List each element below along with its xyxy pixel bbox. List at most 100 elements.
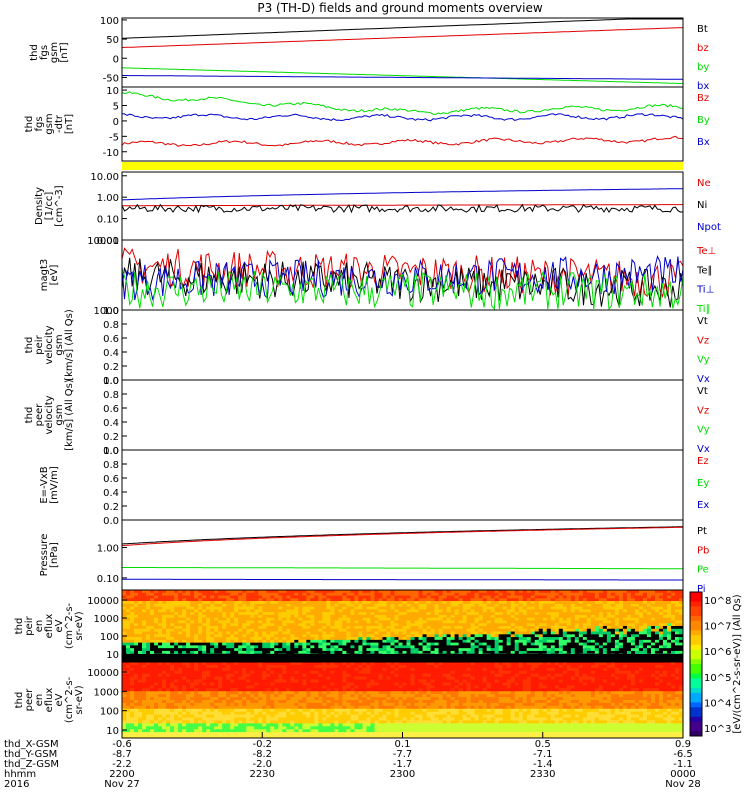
colorbar-tick-label: 10^4 <box>704 698 731 709</box>
y-axis-label-line: sr-eV) <box>74 685 85 714</box>
x-row-value: -2.0 <box>252 759 272 770</box>
legend-item: Bz <box>697 93 709 104</box>
y-axis-label-line: thd <box>24 116 35 133</box>
y-axis-label-line: [nPa] <box>49 542 60 568</box>
y-axis-label-line: magt3 <box>39 259 50 292</box>
y-axis-label-line: [eV] <box>49 265 60 286</box>
x-row-value: 2300 <box>390 769 415 780</box>
legend-item: by <box>697 62 709 73</box>
y-tick-label: 0.10 <box>97 574 119 585</box>
y-tick-label: 10 <box>106 86 119 97</box>
legend-item: Te⊥ <box>696 246 716 257</box>
y-tick-label: 0.6 <box>103 404 119 415</box>
colorbar-tick-label: 10^7 <box>704 622 731 633</box>
panel-peir-velocity: 1.0 0.8 0.6 0.4 0.2 0.0 thd peir velocity gsm [km/… <box>24 306 710 387</box>
x-row-value: Nov 27 <box>104 779 139 790</box>
y-tick-label: 0 <box>113 117 119 128</box>
y-axis-label-line: (cm^2-s- <box>64 602 75 649</box>
legend-item: Pi <box>697 584 706 595</box>
colorbar-swatch <box>690 731 702 737</box>
x-row-value: -6.5 <box>673 749 693 760</box>
x-row-value: Nov 28 <box>665 779 700 790</box>
y-axis-label-line: (cm^2-s- <box>64 676 75 723</box>
colorbar-swatch <box>690 668 702 675</box>
y-tick-label: 1000 <box>94 687 119 698</box>
legend-item: Ex <box>697 500 709 511</box>
y-axis-label-line: E=-VxB <box>39 466 50 503</box>
y-tick-label: 0.4 <box>103 348 119 359</box>
x-row-value: 2330 <box>530 769 555 780</box>
y-axis-label-line: sr-eV) <box>74 611 85 640</box>
y-axis-label-line: en <box>34 694 45 707</box>
spectrogram-peir-eflux <box>122 590 684 663</box>
spectrogram-peer-eflux <box>122 662 684 739</box>
legend: Bz By Bx <box>697 93 710 148</box>
panel-pressure: 1.00 0.10 Pressure [nPa] Pt Pb Pe Pi <box>39 519 709 595</box>
y-axis-label: thd fgs gsm -dtr [nT] <box>24 113 75 134</box>
x-row-value: 0.9 <box>675 739 691 750</box>
y-axis-label: thd fgs gsm [nT] <box>29 42 70 63</box>
colorbar-swatch <box>690 673 702 679</box>
series-line-Npot <box>121 188 683 201</box>
y-tick-label: 10000 <box>87 596 119 607</box>
colorbar-swatch <box>690 664 702 670</box>
colorbar-swatch <box>690 596 702 603</box>
chart-title: P3 (TH-D) fields and ground moments over… <box>257 1 542 15</box>
colorbar-swatch <box>690 712 702 718</box>
y-tick-label: 1.0 <box>103 446 119 457</box>
y-tick-label: 1.00 <box>97 543 119 554</box>
colorbar-tick-label: 10^3 <box>704 724 731 735</box>
colorbar-swatch <box>690 721 702 727</box>
legend-item: Vy <box>697 425 710 436</box>
y-axis-label-line: gsm <box>54 404 65 425</box>
y-axis-label: thd peer en eflux eV (cm^2-s-sr-eV) <box>14 676 85 723</box>
panel-efield: 1.0 0.8 0.6 0.4 0.2 0.0 E=-VxB [mV/m] Ez Ey Ex <box>39 446 709 527</box>
y-tick-label: 0.4 <box>103 488 119 499</box>
x-row-value: -1.7 <box>393 759 413 770</box>
y-tick-label: 1000 <box>94 614 119 625</box>
colorbar-swatch <box>690 654 702 660</box>
y-axis-label: thd peir en eflux eV (cm^2-s-sr-eV) <box>14 602 85 649</box>
legend: Te⊥ Te∥ Ti⊥ Ti∥ <box>696 246 716 315</box>
x-row-label: thd_Z-GSM <box>4 759 59 770</box>
y-tick-label: 10.00 <box>90 172 119 183</box>
colorbar-tick-label: 10^6 <box>704 647 731 658</box>
yellow-status-bar <box>122 162 683 170</box>
colorbar-swatch <box>690 644 702 651</box>
panel-frame <box>121 17 684 88</box>
legend-item: Npot <box>697 222 721 233</box>
y-tick-label: 10 <box>106 650 119 661</box>
legend: Vt Vz Vy Vx <box>697 316 710 385</box>
x-row-value: 2230 <box>250 769 275 780</box>
y-tick-label: 10000 <box>87 668 119 679</box>
y-tick-label: -10 <box>103 148 119 159</box>
legend-item: Te∥ <box>696 265 713 276</box>
series-line-Ti∥ <box>121 269 684 311</box>
series-line-by <box>121 67 683 84</box>
y-tick-label: 5 <box>113 102 119 113</box>
y-tick-label: 100 <box>100 16 119 27</box>
y-tick-label: 10 <box>106 726 119 737</box>
x-row-value: 0.5 <box>535 739 551 750</box>
colorbar-swatch <box>690 601 702 607</box>
y-tick-label: 0.4 <box>103 418 119 429</box>
y-tick-label: 1.0 <box>103 306 119 317</box>
y-tick-label: 0.8 <box>103 460 119 471</box>
y-axis-label-line: gsm <box>54 334 65 355</box>
x-row-value: 0000 <box>670 769 695 780</box>
y-axis-label-line: fgs <box>39 45 50 60</box>
legend-item: bz <box>697 43 709 54</box>
series-line-bx <box>122 75 683 80</box>
ion-gap-band <box>122 654 683 662</box>
y-axis-label-line: peer <box>34 403 45 427</box>
legend: Pt Pb Pe Pi <box>697 526 709 595</box>
colorbar-frame <box>689 591 703 737</box>
colorbar-swatch <box>690 716 702 723</box>
y-tick-label: 0 <box>113 54 119 65</box>
y-tick-label: 0.6 <box>103 334 119 345</box>
x-row-value: -8.2 <box>252 749 272 760</box>
y-tick-label: 0.0 <box>103 376 119 387</box>
